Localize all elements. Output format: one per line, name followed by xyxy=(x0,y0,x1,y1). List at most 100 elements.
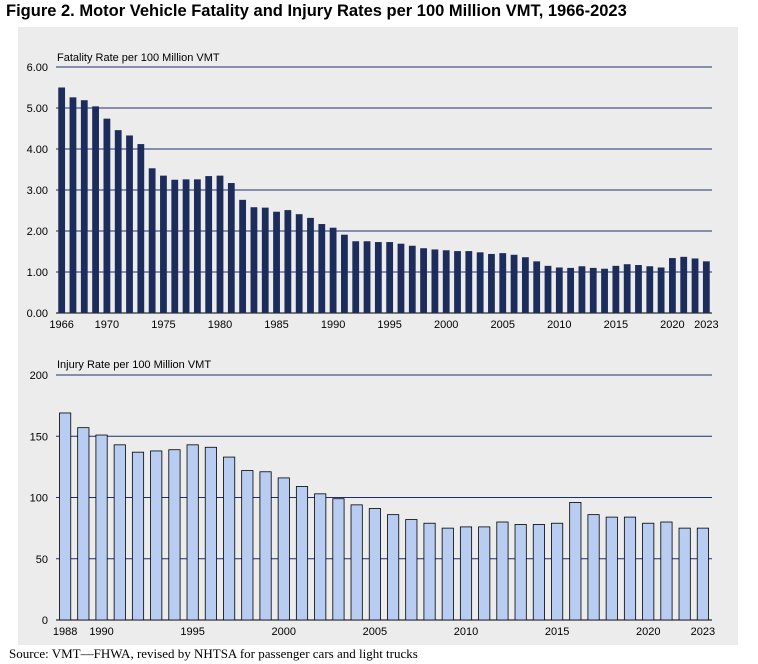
fatality-bar xyxy=(578,266,586,313)
fatality-bar xyxy=(499,253,507,313)
fatality-bar xyxy=(261,207,269,313)
injury-bar xyxy=(569,501,582,621)
fatality-bar xyxy=(273,211,280,313)
charts-svg: Fatality Rate per 100 Million VMT 0.00 1.… xyxy=(27,52,719,638)
fatality-x-tick-label: 1975 xyxy=(151,319,175,331)
injury-bar xyxy=(332,498,345,621)
fatality-bar xyxy=(601,268,608,313)
injury-bar xyxy=(77,427,90,621)
injury-bar xyxy=(350,504,363,621)
fatality-bar xyxy=(510,254,518,313)
fatality-x-tick-label: 1995 xyxy=(377,319,401,331)
injury-bar xyxy=(514,524,527,621)
injury-bar xyxy=(551,522,564,621)
injury-x-tick-label: 1988 xyxy=(53,626,77,638)
fatality-bar xyxy=(58,87,66,313)
injury-bar xyxy=(204,446,217,621)
fatality-x-tick-label: 2005 xyxy=(491,319,515,331)
injury-bar xyxy=(168,449,181,621)
injury-bar xyxy=(295,486,309,621)
injury-bar xyxy=(478,526,491,621)
fatality-bar xyxy=(137,144,145,313)
injury-bar xyxy=(532,524,545,621)
fatality-bar xyxy=(635,265,642,313)
fatality-bar xyxy=(171,179,179,313)
fatality-bar xyxy=(488,253,495,313)
fatality-bar xyxy=(250,207,258,313)
fatality-bar xyxy=(680,256,688,313)
fatality-x-tick-label: 2015 xyxy=(604,319,628,331)
injury-y-tick-label: 0 xyxy=(42,615,48,627)
fatality-bar xyxy=(216,175,224,313)
injury-bar xyxy=(95,434,108,621)
fatality-y-tick-label: 6.00 xyxy=(27,62,48,74)
injury-y-tick-label: 150 xyxy=(30,431,48,443)
injury-bar xyxy=(113,444,126,621)
fatality-bar xyxy=(352,241,360,313)
injury-grid xyxy=(56,374,712,621)
fatality-bar xyxy=(589,267,597,313)
fatality-bar xyxy=(103,118,111,313)
fatality-bar xyxy=(408,245,416,313)
injury-x-tick-label: 1995 xyxy=(180,626,204,638)
injury-x-tick-label: 2023 xyxy=(691,626,715,638)
fatality-bar xyxy=(114,130,122,313)
injury-bar xyxy=(150,450,163,621)
injury-bar xyxy=(441,527,454,621)
injury-bar xyxy=(368,508,381,621)
fatality-chart: Fatality Rate per 100 Million VMT 0.00 1.… xyxy=(27,52,719,331)
fatality-bar xyxy=(612,265,620,313)
fatality-y-tick-label: 1.00 xyxy=(27,267,48,279)
injury-bar xyxy=(696,527,709,621)
fatality-y-ticks: 0.00 1.00 2.00 3.00 4.00 5.00 6.00 xyxy=(27,62,48,320)
fatality-y-tick-label: 4.00 xyxy=(27,144,48,156)
injury-x-tick-label: 1990 xyxy=(89,626,113,638)
fatality-x-tick-label: 2010 xyxy=(547,319,571,331)
fatality-bar xyxy=(702,261,710,313)
fatality-x-tick-label: 1966 xyxy=(49,319,73,331)
fatality-bar xyxy=(442,250,450,313)
injury-x-tick-label: 2020 xyxy=(636,626,660,638)
fatality-bar xyxy=(374,242,382,313)
injury-bar xyxy=(59,412,72,621)
fatality-bar xyxy=(555,267,563,313)
fatality-bar xyxy=(69,97,77,313)
fatality-bar xyxy=(205,176,213,313)
injury-x-tick-label: 2010 xyxy=(454,626,478,638)
injury-bar xyxy=(314,493,327,621)
fatality-bar xyxy=(544,265,552,313)
injury-y-tick-label: 50 xyxy=(36,554,48,566)
injury-x-ticks: 1988 1990 1995 2000 2005 2010 2015 2020 2023 xyxy=(53,626,715,638)
injury-bar xyxy=(131,451,145,621)
fatality-bar xyxy=(454,251,461,313)
fatality-bar xyxy=(420,248,427,313)
fatality-bar xyxy=(80,100,88,314)
fatality-x-tick-label: 1980 xyxy=(208,319,232,331)
fatality-bar xyxy=(92,106,99,313)
fatality-bar xyxy=(126,135,133,313)
fatality-bar xyxy=(476,252,484,313)
fatality-bar xyxy=(148,168,156,313)
injury-bar xyxy=(623,516,637,621)
fatality-bar xyxy=(318,224,326,313)
fatality-bar xyxy=(193,179,201,313)
fatality-chart-title: Fatality Rate per 100 Million VMT xyxy=(57,52,220,64)
injury-bar xyxy=(186,444,199,621)
fatality-bar xyxy=(363,241,371,313)
injury-x-tick-label: 2015 xyxy=(545,626,569,638)
fatality-bar xyxy=(295,214,303,313)
fatality-bar xyxy=(431,249,439,313)
fatality-x-tick-label: 1985 xyxy=(264,319,288,331)
injury-chart-title: Injury Rate per 100 Million VMT xyxy=(57,359,211,371)
injury-bar xyxy=(496,521,509,621)
fatality-bar xyxy=(567,267,575,313)
fatality-bars xyxy=(58,87,710,314)
fatality-bar xyxy=(227,183,235,313)
fatality-y-tick-label: 5.00 xyxy=(27,103,48,115)
injury-x-tick-label: 2005 xyxy=(363,626,387,638)
figure-title: Figure 2. Motor Vehicle Fatality and Inj… xyxy=(6,2,627,20)
fatality-bar xyxy=(341,234,348,313)
injury-bar xyxy=(660,521,673,621)
injury-bar xyxy=(259,471,272,621)
injury-bar xyxy=(459,526,473,621)
